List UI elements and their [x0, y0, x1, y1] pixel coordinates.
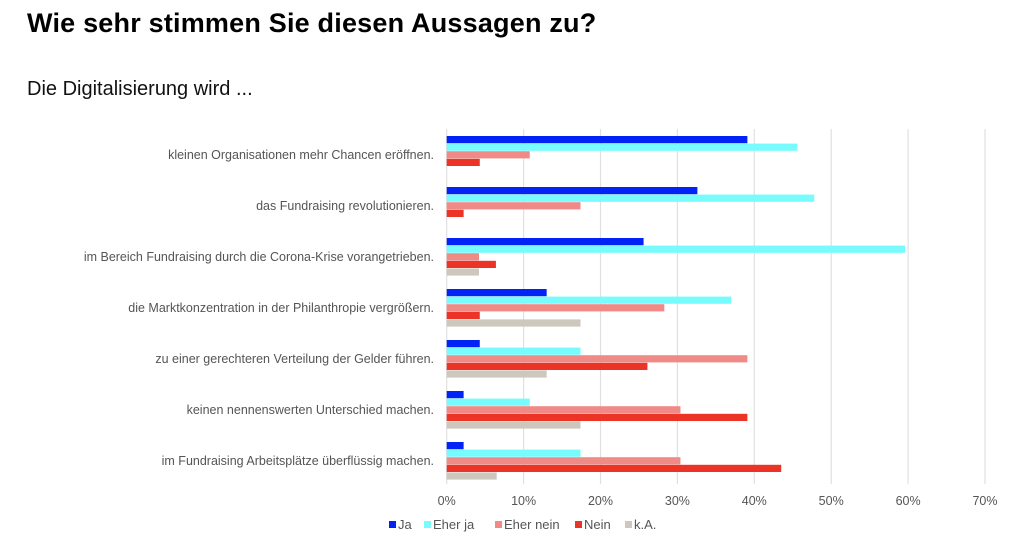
bar-k-a [446, 319, 581, 327]
legend-swatch [625, 521, 632, 528]
bar-nein [446, 311, 480, 319]
legend-swatch [389, 521, 396, 528]
x-tick-label: 60% [896, 494, 921, 508]
x-tick-label: 50% [819, 494, 844, 508]
legend-label: Eher nein [504, 517, 560, 532]
x-tick-label: 40% [742, 494, 767, 508]
bar-eher-nein [446, 406, 681, 414]
bar-ja [446, 187, 698, 195]
bar-nein [446, 209, 464, 217]
bar-ja [446, 442, 464, 450]
bar-nein [446, 158, 480, 166]
bar-nein [446, 464, 782, 472]
bar-ja [446, 391, 464, 399]
page-title: Wie sehr stimmen Sie diesen Aussagen zu? [27, 8, 597, 38]
bar-k-a [446, 472, 497, 480]
legend-label: Ja [398, 517, 413, 532]
bar-eher-nein [446, 253, 479, 261]
legend-label: k.A. [634, 517, 656, 532]
legend: Ja Eher ja Eher nein Nein k.A. [389, 517, 656, 532]
legend-swatch [424, 521, 431, 528]
bar-ja [446, 289, 547, 297]
bar-ja [446, 238, 644, 246]
legend-label: Nein [584, 517, 611, 532]
bar-ja [446, 136, 748, 144]
x-tick-label: 10% [511, 494, 536, 508]
category-label: das Fundraising revolutionieren. [256, 199, 434, 213]
legend-label: Eher ja [433, 517, 475, 532]
category-label: zu einer gerechteren Verteilung der Geld… [155, 352, 434, 366]
x-axis-ticks: 0% 10% 20% 30% 40% 50% 60% 70% [438, 494, 998, 508]
bar-k-a [446, 421, 581, 429]
bar-nein [446, 413, 748, 421]
bar-nein [446, 260, 496, 268]
category-label: im Fundraising Arbeitsplätze überflüssig… [162, 454, 434, 468]
bar-nein [446, 362, 648, 370]
bar-eher-ja [446, 347, 581, 355]
category-label: im Bereich Fundraising durch die Corona-… [84, 250, 434, 264]
legend-swatch [575, 521, 582, 528]
bar-series [446, 136, 906, 480]
legend-swatch [495, 521, 502, 528]
x-tick-label: 20% [588, 494, 613, 508]
x-tick-label: 70% [972, 494, 997, 508]
category-label: kleinen Organisationen mehr Chancen eröf… [168, 148, 434, 162]
bar-eher-ja [446, 398, 530, 406]
category-labels: kleinen Organisationen mehr Chancen eröf… [84, 148, 434, 468]
bar-ja [446, 340, 480, 348]
bar-eher-ja [446, 194, 815, 202]
bar-k-a [446, 268, 479, 276]
x-tick-label: 30% [665, 494, 690, 508]
bar-eher-nein [446, 304, 665, 312]
bar-eher-ja [446, 296, 732, 304]
bar-eher-nein [446, 151, 530, 159]
bar-k-a [446, 370, 547, 378]
bar-eher-nein [446, 457, 681, 465]
category-label: keinen nennenswerten Unterschied machen. [187, 403, 434, 417]
category-label: die Marktkonzentration in der Philanthro… [128, 301, 434, 315]
bar-eher-ja [446, 449, 581, 457]
bar-eher-nein [446, 355, 748, 363]
bar-eher-nein [446, 202, 581, 210]
bar-eher-ja [446, 245, 906, 253]
bar-eher-ja [446, 143, 798, 151]
x-tick-label: 0% [438, 494, 456, 508]
page-subtitle: Die Digitalisierung wird ... [27, 78, 253, 100]
